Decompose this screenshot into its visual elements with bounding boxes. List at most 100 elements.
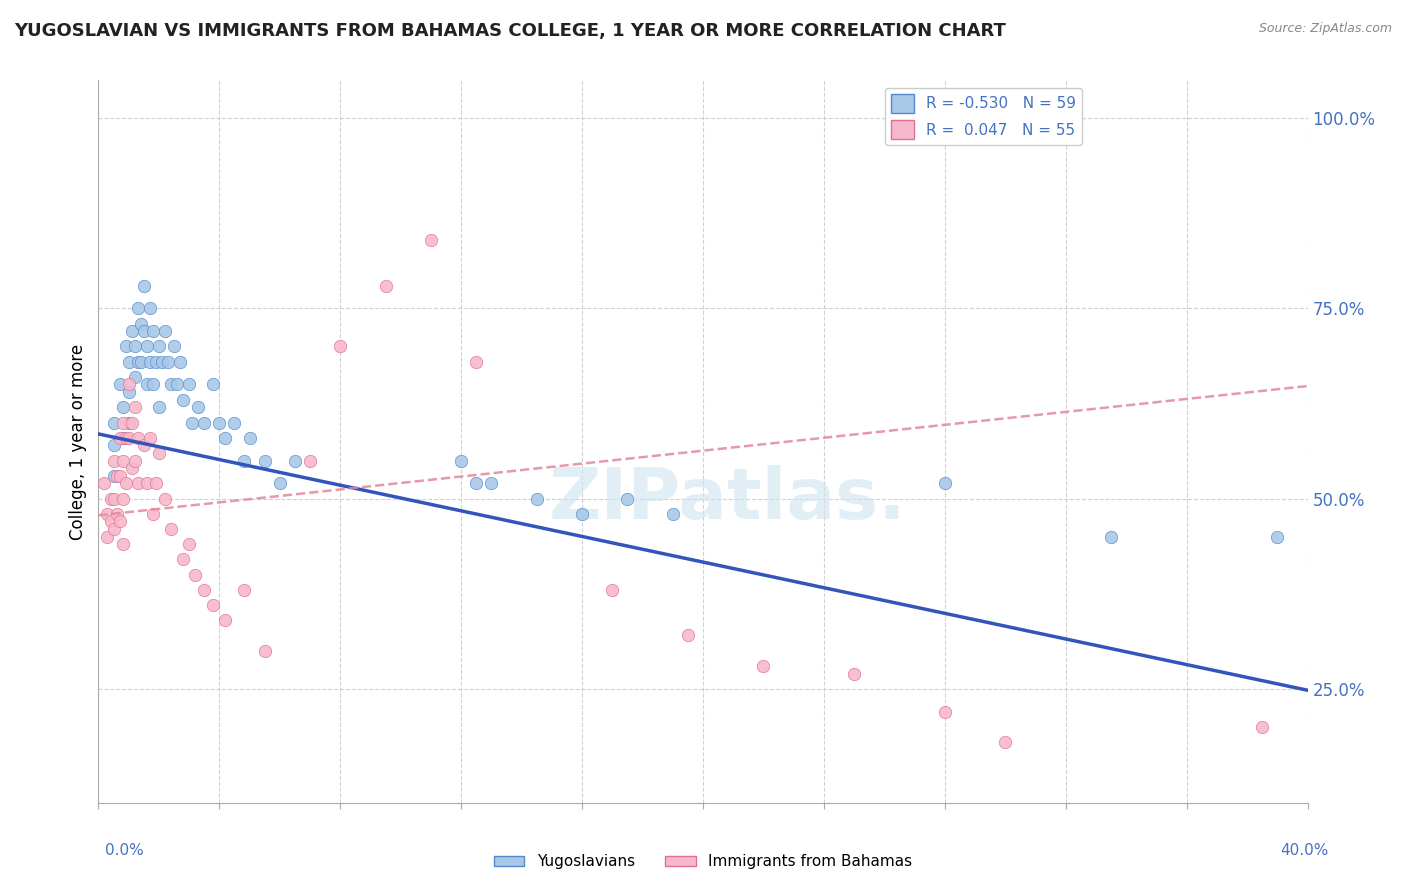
Point: [160, 377, 183, 392]
Point: [114, 339, 136, 353]
Point: [124, 370, 146, 384]
Point: [450, 453, 472, 467]
Point: [103, 438, 125, 452]
Point: [181, 416, 204, 430]
Y-axis label: College, 1 year or more: College, 1 year or more: [69, 343, 87, 540]
Point: [127, 431, 149, 445]
Point: [124, 401, 146, 415]
Point: [253, 643, 276, 657]
Point: [844, 666, 866, 681]
Point: [135, 377, 157, 392]
Point: [114, 431, 136, 445]
Point: [934, 705, 956, 719]
Point: [208, 416, 231, 430]
Point: [103, 453, 125, 467]
Text: Source: ZipAtlas.com: Source: ZipAtlas.com: [1258, 22, 1392, 36]
Point: [676, 628, 699, 642]
Point: [103, 491, 125, 506]
Text: YUGOSLAVIAN VS IMMIGRANTS FROM BAHAMAS COLLEGE, 1 YEAR OR MORE CORRELATION CHART: YUGOSLAVIAN VS IMMIGRANTS FROM BAHAMAS C…: [14, 22, 1005, 40]
Point: [129, 317, 152, 331]
Point: [103, 522, 125, 536]
Point: [202, 598, 225, 612]
Point: [100, 491, 122, 506]
Point: [193, 416, 215, 430]
Point: [118, 377, 141, 392]
Point: [142, 377, 165, 392]
Point: [127, 476, 149, 491]
Point: [163, 339, 186, 353]
Point: [118, 385, 141, 400]
Point: [202, 377, 225, 392]
Point: [121, 324, 143, 338]
Point: [214, 431, 236, 445]
Point: [153, 324, 176, 338]
Point: [145, 354, 167, 368]
Point: [934, 476, 956, 491]
Point: [752, 659, 775, 673]
Point: [214, 613, 236, 627]
Point: [108, 377, 131, 392]
Point: [111, 401, 134, 415]
Point: [269, 476, 291, 491]
Point: [139, 301, 162, 316]
Point: [127, 354, 149, 368]
Point: [193, 582, 215, 597]
Text: 0.0%: 0.0%: [105, 843, 145, 858]
Point: [239, 431, 262, 445]
Point: [111, 431, 134, 445]
Point: [100, 515, 122, 529]
Point: [179, 537, 201, 551]
Point: [142, 507, 165, 521]
Point: [105, 468, 128, 483]
Point: [114, 476, 136, 491]
Point: [374, 278, 396, 293]
Point: [169, 354, 191, 368]
Point: [526, 491, 548, 506]
Point: [103, 416, 125, 430]
Point: [142, 324, 165, 338]
Point: [465, 476, 488, 491]
Point: [93, 476, 115, 491]
Point: [127, 301, 149, 316]
Point: [111, 537, 134, 551]
Point: [994, 735, 1017, 749]
Point: [124, 339, 146, 353]
Point: [148, 339, 170, 353]
Point: [156, 354, 179, 368]
Point: [160, 522, 183, 536]
Point: [616, 491, 638, 506]
Point: [153, 491, 176, 506]
Point: [105, 507, 128, 521]
Point: [132, 438, 155, 452]
Point: [135, 476, 157, 491]
Point: [132, 278, 155, 293]
Point: [172, 392, 194, 407]
Point: [232, 453, 254, 467]
Point: [253, 453, 276, 467]
Point: [179, 377, 201, 392]
Point: [129, 354, 152, 368]
Point: [602, 582, 624, 597]
Point: [571, 507, 593, 521]
Point: [118, 354, 141, 368]
Point: [299, 453, 322, 467]
Point: [284, 453, 307, 467]
Point: [184, 567, 207, 582]
Legend: R = -0.530   N = 59, R =  0.047   N = 55: R = -0.530 N = 59, R = 0.047 N = 55: [884, 88, 1083, 145]
Point: [139, 354, 162, 368]
Text: 40.0%: 40.0%: [1281, 843, 1329, 858]
Point: [103, 468, 125, 483]
Point: [135, 339, 157, 353]
Point: [111, 491, 134, 506]
Point: [420, 233, 443, 247]
Point: [465, 354, 488, 368]
Point: [121, 461, 143, 475]
Point: [661, 507, 683, 521]
Point: [150, 354, 173, 368]
Point: [139, 431, 162, 445]
Legend: Yugoslavians, Immigrants from Bahamas: Yugoslavians, Immigrants from Bahamas: [488, 848, 918, 875]
Point: [1251, 720, 1274, 734]
Point: [232, 582, 254, 597]
Point: [145, 476, 167, 491]
Point: [148, 401, 170, 415]
